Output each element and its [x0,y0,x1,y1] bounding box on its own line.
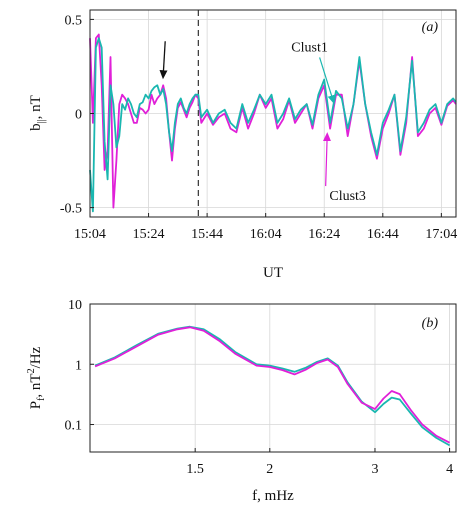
panel-b: 1.5 2 3 4 10 1 0.1 (b) f, mHz Pf, nT2/Hz [26,298,457,504]
panel-b-y-axis-label: Pf, nT2/Hz [26,346,47,409]
panel-b-x-tick-label: 1.5 [186,462,204,477]
panel-a-x-tick-label: 17:04 [425,227,457,242]
panel-a-series-clust3 [89,33,457,209]
panel-a-x-tick-label: 15:44 [191,227,223,242]
panel-a: 15:04 15:24 15:44 16:04 16:24 16:44 17:04 0.5 0 -… [28,9,457,281]
panel-b-label: (b) [422,316,439,331]
panel-b-x-tick-label: 2 [266,462,273,477]
panel-b-frame [89,303,457,453]
panel-a-label: (a) [422,20,439,35]
panel-a-event-arrow [159,41,168,80]
panel-a-annotation-arrow-clust3 [323,132,332,187]
panel-b-ticks: 1.5 2 3 4 10 1 0.1 [65,298,454,477]
panel-a-y-tick-label: -0.5 [60,202,82,217]
panel-a-x-tick-label: 15:04 [74,227,106,242]
panel-a-annotations: Clust1 Clust3 [159,40,366,204]
panel-a-series [89,33,457,213]
panel-b-x-tick-label: 4 [446,462,453,477]
panel-b-series-clust1 [94,325,451,447]
panel-b-series [94,325,451,447]
panel-b-y-tick-label: 1 [75,358,82,373]
panel-a-x-tick-label: 16:24 [308,227,340,242]
panel-a-annotation-clust1: Clust1 [291,40,328,55]
panel-a-ticks: 15:04 15:24 15:44 16:04 16:24 16:44 17:04 0.5 0 -… [60,13,457,242]
panel-a-annotation-clust3: Clust3 [329,189,366,204]
panel-a-y-tick-label: 0.5 [65,13,83,28]
panel-b-x-tick-label: 3 [371,462,378,477]
panel-a-grid [89,10,456,217]
panel-b-grid [90,303,456,452]
panel-a-y-tick-label: 0 [75,108,82,123]
panel-b-y-tick-label: 0.1 [65,419,83,434]
panel-a-x-tick-label: 15:24 [133,227,165,242]
panel-a-annotation-arrow-clust1 [319,57,336,105]
panel-a-y-axis-label: b||, nT [28,95,47,131]
panel-b-x-axis-label: f, mHz [252,488,294,504]
panel-b-series-clust3 [94,326,451,444]
panel-a-x-axis-label: UT [263,265,283,281]
panel-a-x-tick-label: 16:44 [367,227,399,242]
panel-b-y-tick-label: 10 [68,298,82,313]
panel-a-x-tick-label: 16:04 [250,227,282,242]
panel-a-series-clust1 [89,37,457,213]
